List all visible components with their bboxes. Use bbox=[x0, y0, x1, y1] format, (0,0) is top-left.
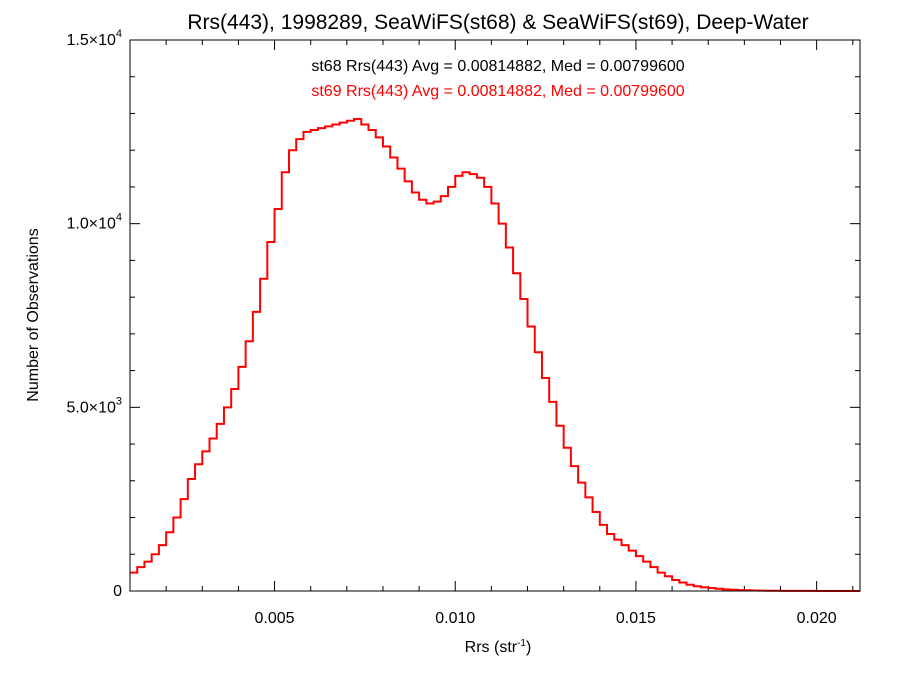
series-line-0 bbox=[130, 117, 860, 592]
x-axis-ticks: 0.005 0.010 0.015 0.020 bbox=[129, 40, 854, 627]
y-tick-label: 1.0×104 bbox=[66, 212, 122, 233]
y-tick-label: 0 bbox=[113, 583, 122, 600]
x-axis-label-close: ) bbox=[526, 639, 531, 656]
y-axis-ticks: 0 5.0×103 1.0×104 1.5×104 bbox=[66, 28, 860, 600]
annotation-st68: st68 Rrs(443) Avg = 0.00814882, Med = 0.… bbox=[311, 58, 684, 75]
x-tick-label: 0.005 bbox=[255, 610, 295, 627]
y-tick-label: 1.5×104 bbox=[66, 28, 122, 49]
x-tick-label: 0.020 bbox=[797, 610, 837, 627]
chart-title: Rrs(443), 1998289, SeaWiFS(st68) & SeaWi… bbox=[187, 11, 808, 34]
plot-frame bbox=[129, 39, 861, 592]
x-axis-label-main: Rrs (str bbox=[465, 639, 518, 656]
x-tick-label: 0.015 bbox=[616, 610, 656, 627]
annotation-st69: st69 Rrs(443) Avg = 0.00814882, Med = 0.… bbox=[311, 83, 684, 100]
x-axis-label: Rrs (str-1) bbox=[465, 638, 532, 656]
y-tick-label: 5.0×103 bbox=[66, 395, 122, 416]
x-tick-label: 0.010 bbox=[435, 610, 475, 627]
y-axis-label: Number of Observations bbox=[25, 228, 42, 401]
x-axis-label-sup: -1 bbox=[517, 638, 526, 649]
series-layer bbox=[130, 117, 860, 592]
